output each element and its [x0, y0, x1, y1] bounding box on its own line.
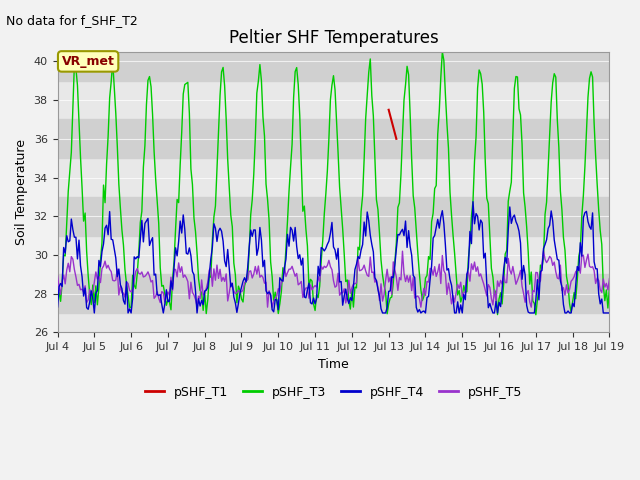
Text: VR_met: VR_met	[61, 55, 115, 68]
Bar	[58, 274, 609, 313]
Bar	[58, 120, 609, 158]
Y-axis label: Soil Temperature: Soil Temperature	[15, 139, 28, 245]
Title: Peltier SHF Temperatures: Peltier SHF Temperatures	[228, 29, 438, 48]
Text: No data for f_SHF_T2: No data for f_SHF_T2	[6, 14, 138, 27]
Bar	[58, 42, 609, 81]
Bar	[58, 197, 609, 236]
X-axis label: Time: Time	[318, 358, 349, 371]
Legend: pSHF_T1, pSHF_T3, pSHF_T4, pSHF_T5: pSHF_T1, pSHF_T3, pSHF_T4, pSHF_T5	[140, 381, 527, 404]
